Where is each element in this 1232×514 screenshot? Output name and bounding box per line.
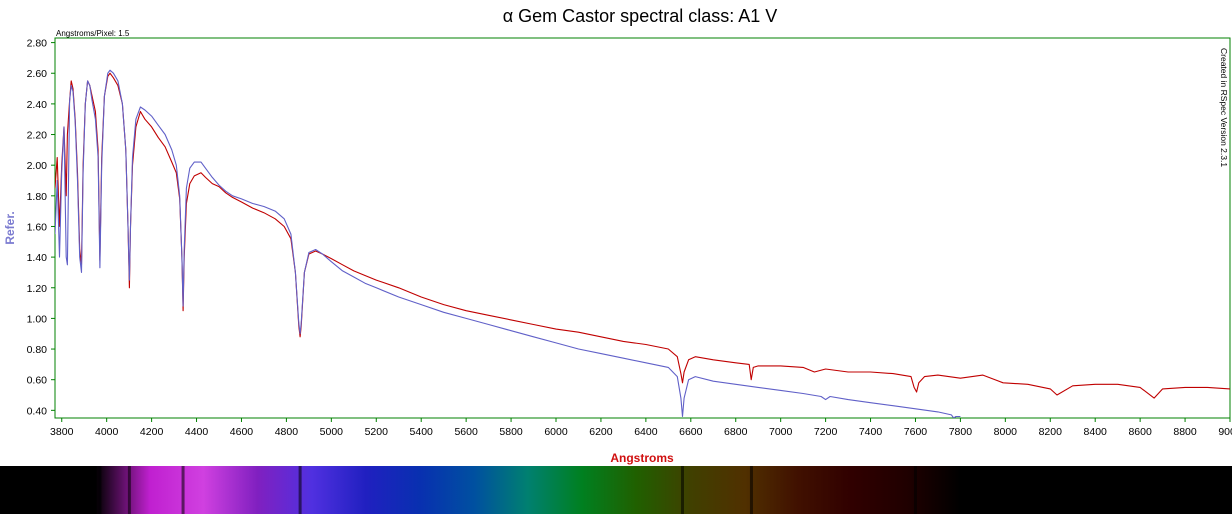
x-tick-label: 4600 xyxy=(230,426,254,438)
x-tick-label: 4200 xyxy=(140,426,164,438)
x-tick-label: 8400 xyxy=(1084,426,1108,438)
x-tick-label: 5400 xyxy=(410,426,434,438)
y-tick-label: 2.20 xyxy=(27,130,48,142)
absorption-line xyxy=(80,466,84,514)
x-tick-label: 6000 xyxy=(544,426,568,438)
x-tick-label: 6600 xyxy=(679,426,703,438)
absorption-line xyxy=(749,466,753,514)
x-tick-label: 5800 xyxy=(499,426,523,438)
x-tick-label: 4400 xyxy=(185,426,209,438)
x-tick-label: 5200 xyxy=(365,426,389,438)
y-tick-label: 0.40 xyxy=(27,405,48,417)
y-tick-label: 2.80 xyxy=(27,38,48,50)
x-tick-label: 7600 xyxy=(904,426,928,438)
x-tick-label: 8000 xyxy=(994,426,1018,438)
y-axis-label: Refer. xyxy=(3,211,17,244)
x-tick-label: 7800 xyxy=(949,426,973,438)
x-tick-label: 5600 xyxy=(454,426,478,438)
x-tick-label: 7400 xyxy=(859,426,883,438)
y-tick-label: 0.80 xyxy=(27,344,48,356)
chart-subtitle: Angstroms/Pixel: 1.5 xyxy=(56,29,130,38)
y-tick-label: 0.60 xyxy=(27,375,48,387)
series-group xyxy=(55,69,1230,418)
x-tick-label: 7200 xyxy=(814,426,838,438)
x-tick-label: 8200 xyxy=(1039,426,1063,438)
side-note: Created in RSpec Version 2.3.1 xyxy=(1219,48,1229,167)
x-axis: 3800 4000 4200 4400 4600 4800 5000 5200 5400 5600… xyxy=(50,418,1232,438)
absorption-line xyxy=(68,466,72,514)
series-line-reference-blue xyxy=(55,69,961,418)
absorption-line xyxy=(98,466,102,514)
absorption-line xyxy=(680,466,684,514)
y-tick-label: 1.60 xyxy=(27,221,48,233)
x-tick-label: 9000 xyxy=(1218,426,1232,438)
y-tick-label: 2.00 xyxy=(27,160,48,172)
x-tick-label: 7000 xyxy=(769,426,793,438)
x-tick-label: 5000 xyxy=(320,426,344,438)
x-tick-label: 4000 xyxy=(95,426,119,438)
x-tick-label: 6800 xyxy=(724,426,748,438)
x-tick-label: 6400 xyxy=(634,426,658,438)
x-axis-label: Angstroms xyxy=(610,451,674,465)
x-tick-label: 3800 xyxy=(50,426,74,438)
plot-area xyxy=(54,37,1231,419)
absorption-line xyxy=(913,466,917,514)
y-axis: 0.40 0.60 0.80 1.00 1.20 1.40 1.60 1.80 2.00 2.20… xyxy=(27,38,55,417)
y-tick-label: 1.00 xyxy=(27,313,48,325)
absorption-line xyxy=(181,466,185,514)
x-tick-label: 6200 xyxy=(589,426,613,438)
absorption-line xyxy=(298,466,302,514)
y-tick-label: 1.20 xyxy=(27,283,48,295)
y-tick-label: 1.40 xyxy=(27,252,48,264)
x-tick-label: 8800 xyxy=(1173,426,1197,438)
y-tick-label: 2.40 xyxy=(27,99,48,111)
x-tick-label: 8600 xyxy=(1128,426,1152,438)
y-tick-label: 1.80 xyxy=(27,191,48,203)
y-tick-label: 2.60 xyxy=(27,68,48,80)
absorption-line xyxy=(127,466,131,514)
x-tick-label: 4800 xyxy=(275,426,299,438)
spectrum-strip-band xyxy=(41,466,961,514)
spectrum-strip xyxy=(0,466,1232,514)
chart-title: α Gem Castor spectral class: A1 V xyxy=(503,6,778,26)
